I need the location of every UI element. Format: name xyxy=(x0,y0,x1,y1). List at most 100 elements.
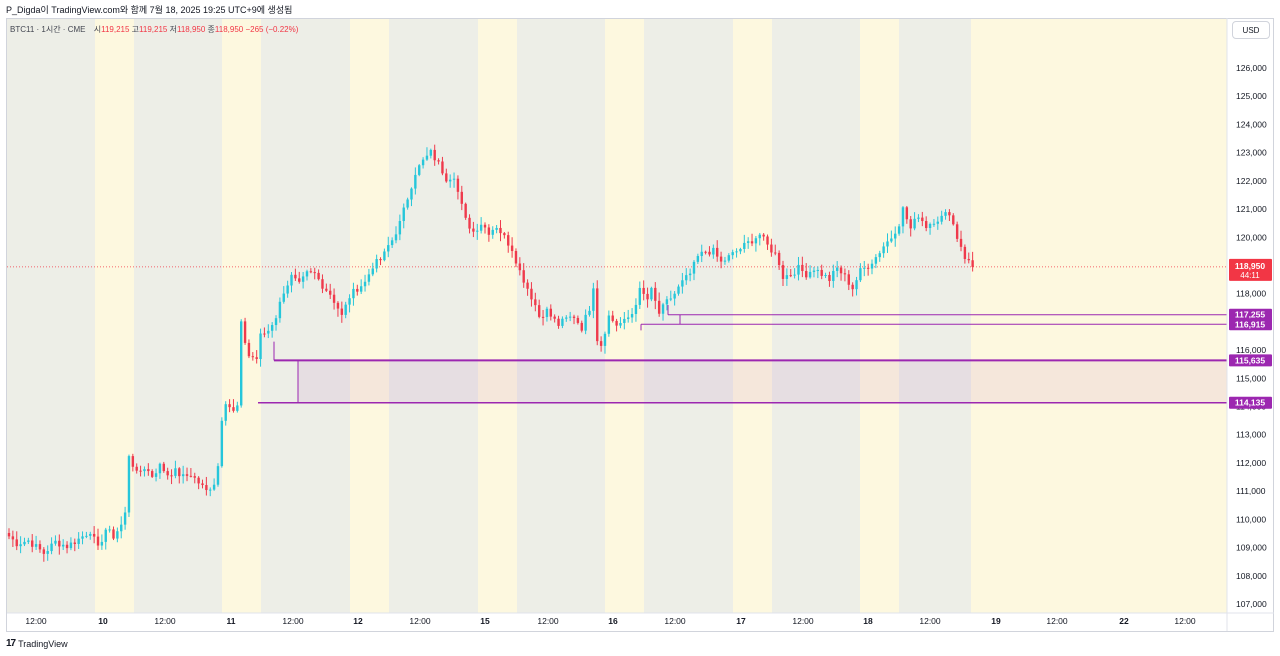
candle-body xyxy=(286,285,289,294)
candle-body xyxy=(812,270,816,272)
candle-body xyxy=(897,226,901,234)
candle-body xyxy=(85,535,88,537)
candle-body xyxy=(216,466,220,485)
candle-body xyxy=(371,268,374,275)
candle-body xyxy=(882,246,885,254)
session-band xyxy=(644,19,733,613)
session-band xyxy=(971,19,1227,613)
candle-body xyxy=(259,333,262,360)
candle-body xyxy=(545,308,549,318)
candle-body xyxy=(557,318,560,326)
candle-body xyxy=(147,469,150,472)
candle-body xyxy=(356,288,359,292)
candle-body xyxy=(766,236,769,245)
candle-body xyxy=(433,149,436,161)
x-tick-label: 22 xyxy=(1119,616,1129,626)
candle-body xyxy=(654,287,657,301)
candle-body xyxy=(642,287,645,294)
symbol-name: BTC11 · 1시간 · CME xyxy=(10,25,86,34)
candle-body xyxy=(220,420,224,467)
candle-body xyxy=(158,463,162,474)
candle-body xyxy=(607,315,611,334)
x-tick-label: 12:00 xyxy=(664,616,686,626)
candle-body xyxy=(247,342,251,357)
candle-body xyxy=(15,539,18,547)
x-tick-label: 12:00 xyxy=(537,616,559,626)
y-tick-label: 113,000 xyxy=(1236,430,1266,440)
candle-body xyxy=(805,271,808,278)
candle-body xyxy=(162,463,165,472)
candle-body xyxy=(870,263,874,269)
candle-body xyxy=(874,257,878,264)
candle-body xyxy=(42,549,46,554)
candle-body xyxy=(460,191,463,204)
candle-body xyxy=(340,308,344,315)
x-tick-label: 12:00 xyxy=(282,616,304,626)
candle-body xyxy=(661,304,665,314)
candle-body xyxy=(150,471,154,477)
candle-body xyxy=(197,477,200,484)
chart-credit: P_Digda이 TradingView.com와 함께 7월 18, 2025… xyxy=(6,5,293,15)
candle-body xyxy=(692,261,696,274)
level-price-badge xyxy=(1229,396,1272,409)
session-band xyxy=(899,19,971,613)
candle-body xyxy=(290,274,293,286)
candle-body xyxy=(390,240,394,246)
session-band xyxy=(389,19,478,613)
candle-body xyxy=(704,251,707,253)
change-value: −265 (−0.22%) xyxy=(245,25,299,34)
level-price-badge xyxy=(1229,354,1272,367)
level-price-badge xyxy=(1229,308,1272,321)
candle-body xyxy=(685,275,688,281)
candle-body xyxy=(843,273,847,275)
candle-body xyxy=(394,234,398,241)
tradingview-brand: TradingView xyxy=(18,638,68,649)
currency-button[interactable]: USD xyxy=(1232,21,1270,39)
candle-body xyxy=(677,286,680,294)
session-band xyxy=(733,19,772,613)
last-price-badge xyxy=(1229,258,1272,281)
candle-body xyxy=(762,234,765,237)
candle-body xyxy=(174,468,177,476)
x-tick-label: 12 xyxy=(353,616,363,626)
candle-body xyxy=(387,245,390,252)
candle-body xyxy=(456,178,460,192)
candle-body xyxy=(541,316,545,318)
candle-body xyxy=(839,267,843,274)
candle-body xyxy=(27,540,30,542)
candle-body xyxy=(537,305,541,317)
candle-body xyxy=(630,314,634,318)
candle-body xyxy=(553,316,556,319)
candle-body xyxy=(901,207,905,227)
candle-body xyxy=(193,476,196,478)
candle-body xyxy=(905,207,909,220)
tradingview-footer[interactable]: 17 TradingView xyxy=(6,638,68,649)
candle-body xyxy=(526,282,529,289)
candle-body xyxy=(503,233,506,236)
session-band xyxy=(261,19,350,613)
candle-body xyxy=(445,173,448,182)
candle-body xyxy=(712,247,715,255)
x-tick-label: 12:00 xyxy=(409,616,431,626)
session-band xyxy=(478,19,517,613)
candle-body xyxy=(224,404,227,421)
candle-body xyxy=(716,247,719,257)
candle-body xyxy=(615,320,618,326)
y-tick-label: 112,000 xyxy=(1236,458,1266,468)
candle-body xyxy=(317,272,320,280)
candle-body xyxy=(464,203,467,218)
candle-body xyxy=(178,468,181,477)
candle-body xyxy=(131,456,135,467)
candle-body xyxy=(329,290,332,295)
x-tick-label: 15 xyxy=(480,616,490,626)
supply-demand-zone xyxy=(298,360,1227,403)
candle-body xyxy=(619,323,622,326)
candle-body xyxy=(723,260,727,262)
y-tick-label: 111,000 xyxy=(1236,486,1266,496)
candle-body xyxy=(623,318,626,324)
candle-body xyxy=(410,188,413,200)
x-tick-label: 16 xyxy=(608,616,618,626)
open-value: 119,215 xyxy=(101,25,130,34)
chart-frame xyxy=(6,18,1274,632)
